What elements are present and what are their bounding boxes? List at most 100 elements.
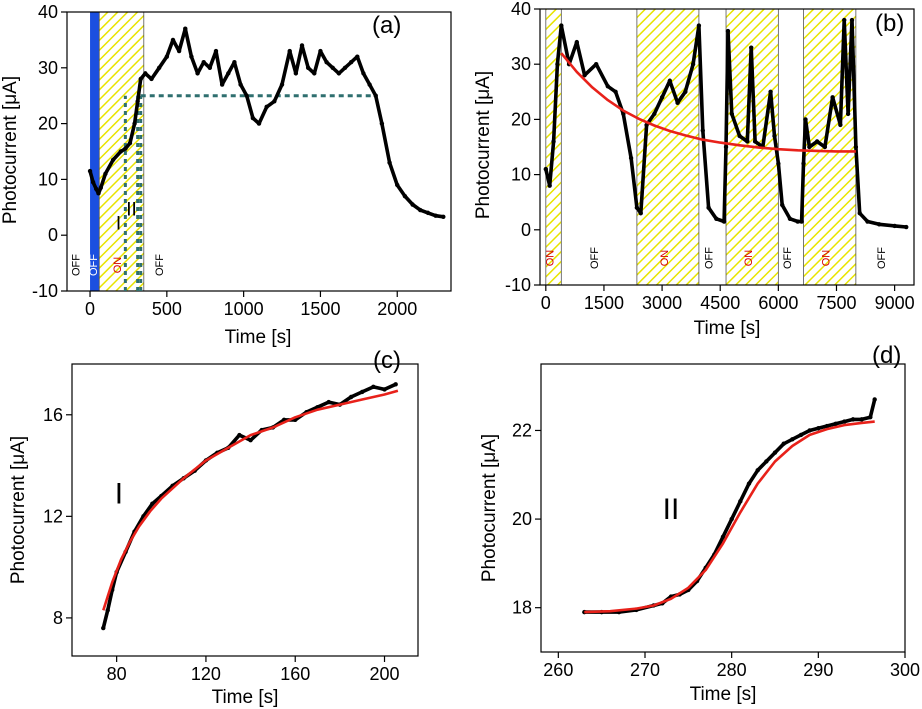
y-tick-label: 10 [38,169,58,189]
series-data [101,382,397,629]
data-point [799,219,804,224]
annotation-label: I [116,214,121,235]
data-point [244,93,249,98]
data-point [807,144,812,150]
data-point [232,60,237,65]
data-point [690,61,696,67]
data-point [574,39,580,45]
data-point [373,93,378,98]
data-point [892,223,897,229]
state-label: OFF [589,247,601,269]
data-point [195,71,200,76]
data-point [833,421,838,427]
state-label: OFF [782,247,794,269]
data-point [326,399,331,405]
series-fit [560,52,856,153]
data-point [723,144,729,150]
data-point [318,48,323,54]
data-point [675,100,680,106]
data-point [425,210,431,216]
panel-c: 80 120 160 200 8 12 16 I (c) Time [s] Photocurrent… [8,347,419,708]
state-label: ON [112,257,124,274]
data-point [367,82,372,87]
data-point [745,139,750,144]
x-tick-label: 120 [191,664,221,684]
state-label: OFF [703,247,715,269]
data-point [803,117,808,122]
data-point [279,82,285,87]
data-point [768,89,773,95]
data-point [127,140,133,146]
x-tick-label: 500 [152,299,182,319]
y-tick-label: 20 [38,114,58,134]
data-point [395,182,400,188]
data-point [272,99,277,104]
data-point [105,608,110,613]
data-point [237,432,242,438]
data-point [776,161,781,166]
x-tick-label: 260 [543,660,573,680]
data-point [93,186,99,192]
plot-frame [71,363,419,657]
data-point [842,419,847,424]
data-point [849,17,855,23]
data-point [348,394,354,400]
data-point [402,193,408,199]
x-tick-label: 1500 [300,299,340,319]
data-point [795,219,800,224]
data-point [299,43,305,48]
data-point [876,222,882,227]
y-tick-label: 18 [512,598,532,618]
data-point [226,71,231,76]
data-point [721,219,727,224]
panel-label: (d) [872,342,901,369]
data-point [830,95,835,100]
data-point [359,389,365,395]
y-tick-label: 12 [43,506,63,526]
panel-b: 0 1500 3000 4500 6000 7500 9000 -10 0 10 20 30 40 ON O… [473,0,915,339]
data-point [838,122,843,128]
series-photocurrent [544,18,907,229]
data-point [330,65,335,71]
data-point [393,382,398,387]
series-data [584,398,877,614]
data-point [371,384,376,390]
data-point [342,65,348,71]
data-point [418,207,423,213]
y-axis-label: Photocurrent [μA] [479,434,500,582]
data-point [772,450,778,455]
data-point [164,54,170,59]
data-point [201,60,206,65]
x-tick-label: 270 [630,660,660,680]
state-label: OFF [154,254,166,276]
y-tick-label: 20 [511,109,531,129]
data-point [696,23,702,28]
data-point [764,459,769,464]
shaded-region-hatched [636,8,700,286]
panel-a: 0 500 1000 1500 2000 -10 0 10 20 30 40 OFF OFF ON OFF I… [0,2,452,348]
y-tick-label: 40 [38,2,58,22]
data-point [720,534,726,539]
data-point [593,61,599,67]
data-point [659,95,665,100]
data-point [842,17,847,23]
data-point [118,149,123,154]
data-point [738,499,743,504]
x-tick-label: 7500 [816,293,856,313]
data-point [250,115,256,121]
annotation-label: II [126,200,137,221]
data-point [555,61,560,67]
data-point [787,216,793,221]
data-point [807,428,812,433]
x-tick-label: 160 [280,664,310,684]
x-tick-label: 0 [541,293,551,313]
data-point [749,45,754,50]
data-point [628,155,634,161]
data-point [98,185,103,190]
x-tick-label: 290 [803,660,833,680]
state-label: OFF [876,247,888,269]
panel-label: (b) [875,10,904,37]
state-label: ON [821,250,833,267]
x-axis-label: Time [s] [225,327,292,348]
